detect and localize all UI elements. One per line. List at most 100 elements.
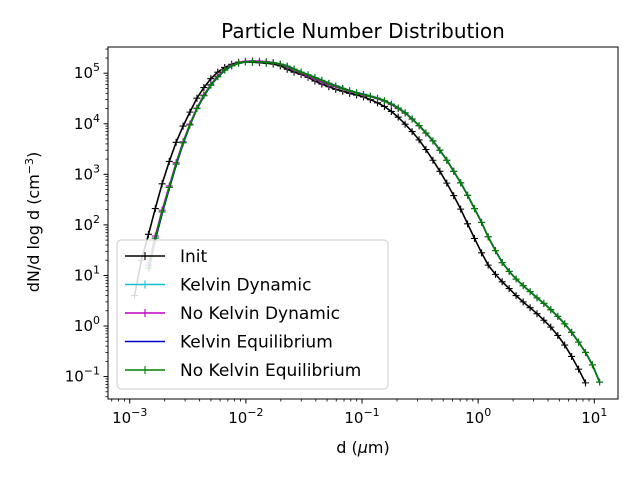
data-point — [235, 59, 243, 67]
data-point — [596, 378, 604, 386]
data-point — [214, 73, 222, 81]
data-point — [526, 304, 534, 312]
data-point — [457, 205, 465, 213]
data-point — [172, 160, 180, 168]
y-axis-label: dN/d log d (cm−3) — [23, 152, 43, 293]
data-point — [387, 100, 395, 108]
data-point — [228, 62, 236, 70]
data-point — [401, 109, 409, 117]
data-point — [581, 348, 589, 356]
legend-label: No Kelvin Dynamic — [180, 304, 340, 324]
data-point — [255, 58, 263, 66]
data-point — [408, 115, 416, 123]
y-tick-label: 10−1 — [65, 365, 100, 386]
x-axis-ticks: 10−3 10−2 10−1 100 101 — [111, 399, 607, 427]
legend-entry: Kelvin Equilibrium — [125, 333, 333, 353]
data-point — [179, 139, 187, 147]
data-point — [561, 341, 569, 349]
y-axis-ticks: 10−1 100 101 102 103 104 105 — [65, 48, 108, 398]
legend-entry: No Kelvin Dynamic — [125, 304, 340, 324]
data-point — [443, 179, 451, 187]
data-point — [186, 108, 194, 116]
data-point — [505, 267, 513, 275]
data-point — [478, 249, 486, 257]
data-point — [470, 205, 478, 213]
data-point — [401, 120, 409, 128]
data-point — [360, 90, 368, 98]
data-point — [533, 294, 541, 302]
y-tick-label: 105 — [74, 61, 100, 82]
data-point — [415, 122, 423, 130]
data-point — [540, 299, 548, 307]
legend-label: Kelvin Equilibrium — [180, 333, 333, 353]
data-point — [346, 87, 354, 95]
legend-marker — [141, 252, 149, 260]
data-point — [540, 316, 548, 324]
data-point — [519, 298, 527, 306]
x-tick-label: 10−3 — [112, 406, 147, 427]
data-point — [318, 76, 326, 84]
legend-label: Kelvin Dynamic — [180, 276, 311, 296]
data-point — [478, 218, 486, 226]
data-point — [158, 180, 166, 188]
y-tick-label: 103 — [74, 162, 100, 183]
legend-label: Init — [180, 247, 208, 267]
y-tick-label: 104 — [74, 112, 100, 133]
y-tick-label: 101 — [74, 263, 100, 284]
data-point — [464, 220, 472, 228]
data-point — [158, 208, 166, 216]
data-point — [484, 233, 492, 241]
data-point — [408, 128, 416, 136]
data-point — [200, 84, 208, 92]
data-point — [436, 146, 444, 154]
legend-entry: Init — [125, 247, 208, 267]
data-point — [276, 60, 284, 68]
data-point — [193, 94, 201, 102]
data-point — [366, 92, 374, 100]
data-point — [269, 59, 277, 67]
data-point — [498, 278, 506, 286]
data-point — [186, 121, 194, 129]
series-layer — [131, 57, 604, 387]
data-point — [464, 191, 472, 199]
data-point — [380, 97, 388, 105]
legend-entry: No Kelvin Equilibrium — [125, 361, 361, 381]
data-point — [200, 92, 208, 100]
x-tick-label: 101 — [581, 406, 607, 427]
data-point — [547, 306, 555, 314]
data-point — [512, 275, 520, 283]
data-point — [491, 247, 499, 255]
series-line — [133, 60, 587, 384]
data-point — [568, 328, 576, 336]
legend-entry: Kelvin Dynamic — [125, 276, 311, 296]
data-point — [332, 82, 340, 90]
legend-marker — [141, 280, 149, 289]
legend: Init Kelvin Dynamic No Kelvin Dynamic Kelvi… — [116, 239, 389, 390]
data-point — [450, 192, 458, 200]
y-tick-label: 100 — [74, 314, 100, 335]
data-point — [283, 62, 291, 70]
chart-title: Particle Number Distribution — [221, 19, 505, 43]
data-point — [547, 323, 555, 331]
data-point — [297, 68, 305, 76]
data-point — [179, 122, 187, 130]
data-point — [207, 81, 215, 89]
data-point — [526, 288, 534, 296]
data-point — [554, 312, 562, 320]
data-point — [422, 129, 430, 137]
data-point — [519, 282, 527, 290]
legend-marker — [141, 309, 149, 317]
data-point — [165, 157, 173, 165]
data-point — [450, 167, 458, 175]
data-point — [505, 285, 513, 293]
x-tick-label: 100 — [465, 406, 491, 427]
data-point — [304, 71, 312, 79]
data-point — [262, 58, 270, 66]
data-point — [394, 113, 402, 121]
data-point — [193, 105, 201, 113]
data-point — [512, 292, 520, 300]
data-point — [457, 179, 465, 187]
data-point — [588, 361, 596, 369]
plot-frame — [107, 46, 619, 400]
series-4 — [144, 58, 604, 386]
